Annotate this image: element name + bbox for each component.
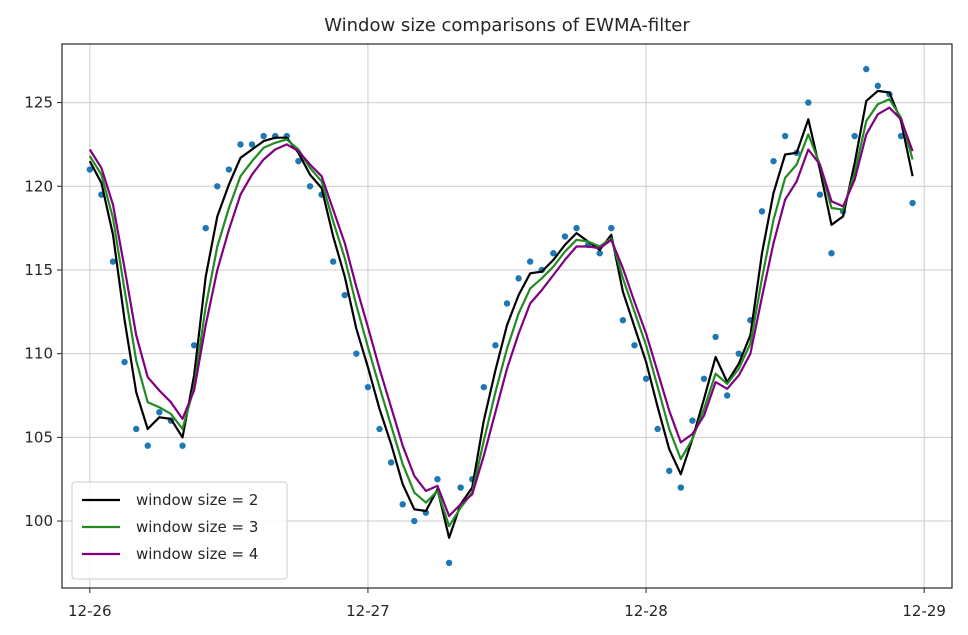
data-point bbox=[723, 392, 731, 399]
legend-box bbox=[71, 481, 288, 580]
data-point bbox=[816, 191, 824, 198]
data-point bbox=[411, 517, 418, 525]
data-point bbox=[596, 250, 603, 257]
legend-label: window size = 2 bbox=[136, 491, 258, 509]
data-point bbox=[132, 425, 140, 433]
data-point bbox=[387, 459, 395, 466]
data-point bbox=[561, 233, 569, 240]
y-tick-label: 110 bbox=[24, 345, 53, 363]
grid bbox=[62, 44, 952, 588]
data-point bbox=[897, 132, 905, 140]
data-point bbox=[156, 409, 163, 416]
data-point bbox=[863, 65, 870, 73]
data-point bbox=[248, 141, 256, 148]
data-point bbox=[202, 224, 209, 232]
series-line bbox=[88, 89, 914, 539]
data-point bbox=[353, 350, 360, 357]
x-tick-label: 12-26 bbox=[68, 602, 112, 620]
data-point bbox=[179, 442, 186, 449]
legend: window size = 2 window size = 3 window siz… bbox=[71, 481, 288, 580]
series-line bbox=[88, 98, 914, 528]
data-point bbox=[677, 484, 685, 491]
data-point bbox=[712, 333, 719, 341]
data-point bbox=[666, 467, 673, 475]
y-tick-label: 125 bbox=[24, 94, 53, 112]
data-point bbox=[109, 258, 117, 265]
data-point bbox=[689, 417, 696, 424]
y-tick-label: 120 bbox=[24, 177, 53, 195]
data-point bbox=[828, 250, 835, 257]
data-point bbox=[480, 383, 488, 391]
data-point bbox=[341, 291, 348, 299]
data-point bbox=[445, 559, 453, 567]
data-point bbox=[237, 141, 244, 148]
y-tick-label: 105 bbox=[24, 428, 53, 446]
x-tick-label: 12-29 bbox=[902, 602, 946, 620]
data-point bbox=[457, 484, 464, 491]
data-point bbox=[735, 350, 742, 357]
x-tick-label: 12-28 bbox=[624, 602, 668, 620]
data-point bbox=[144, 442, 151, 449]
legend-label: window size = 4 bbox=[136, 545, 258, 563]
data-point bbox=[526, 258, 534, 265]
data-point bbox=[770, 157, 777, 165]
data-point bbox=[214, 183, 221, 190]
data-point bbox=[295, 157, 302, 165]
series-line bbox=[88, 106, 914, 518]
x-tick-label: 12-27 bbox=[346, 602, 390, 620]
data-point bbox=[503, 300, 511, 307]
data-point bbox=[874, 82, 882, 90]
data-point bbox=[851, 132, 858, 140]
data-point bbox=[781, 132, 789, 140]
data-point bbox=[642, 375, 650, 382]
data-point bbox=[492, 342, 499, 349]
chart-title: Window size comparisons of EWMA-filter bbox=[324, 15, 690, 36]
data-point bbox=[654, 425, 661, 433]
data-point bbox=[225, 166, 233, 173]
data-point bbox=[550, 250, 557, 257]
data-point bbox=[631, 342, 638, 349]
data-point bbox=[515, 275, 522, 282]
data-point bbox=[758, 208, 766, 215]
data-point bbox=[434, 476, 441, 483]
data-point bbox=[909, 199, 916, 207]
data-point bbox=[573, 224, 580, 232]
data-point bbox=[306, 183, 314, 190]
axis-ticks: 12-26 12-27 12-28 12-29 100 105 110 115 120 125 bbox=[24, 94, 946, 620]
y-tick-label: 115 bbox=[24, 261, 53, 279]
data-point bbox=[329, 258, 337, 265]
data-point bbox=[805, 99, 812, 106]
plot-frame bbox=[61, 43, 953, 589]
data-point bbox=[399, 501, 406, 508]
data-point bbox=[190, 342, 198, 349]
data-point bbox=[260, 132, 267, 140]
data-point bbox=[619, 316, 627, 324]
data-point bbox=[376, 425, 383, 433]
y-tick-label: 100 bbox=[24, 512, 53, 530]
data-point bbox=[700, 375, 708, 382]
data-point bbox=[121, 358, 128, 366]
data-point bbox=[608, 224, 615, 232]
series-layer bbox=[86, 65, 916, 567]
legend-label: window size = 3 bbox=[136, 518, 258, 536]
data-point bbox=[364, 383, 372, 391]
data-point bbox=[86, 166, 94, 173]
